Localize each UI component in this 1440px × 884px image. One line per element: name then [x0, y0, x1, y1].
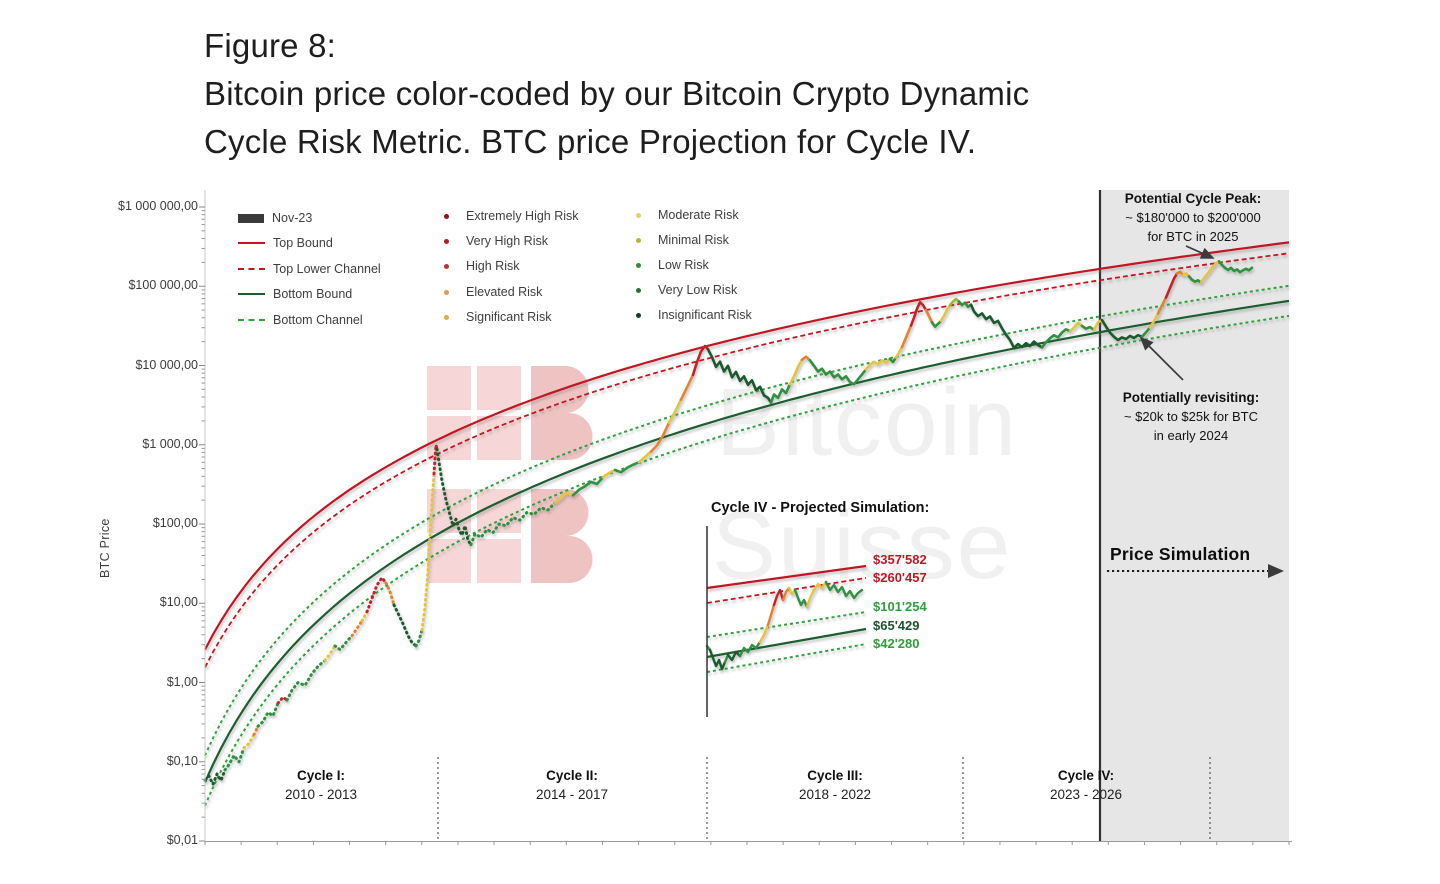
price-segment — [679, 373, 695, 402]
price-segment — [957, 300, 973, 309]
price-segment — [969, 303, 1044, 350]
price-segment — [252, 724, 260, 737]
price-segment — [1187, 275, 1203, 285]
price-segment — [637, 450, 653, 464]
price-segment — [649, 421, 671, 453]
cycle-peak-arrow — [1185, 245, 1215, 259]
price-segment — [1080, 324, 1096, 332]
price-segment — [909, 300, 928, 327]
price-segment — [787, 586, 797, 596]
price-segment — [706, 347, 773, 404]
inset-top-bound — [706, 564, 867, 590]
price-segment — [242, 733, 256, 750]
price-segment — [667, 398, 683, 425]
price-segment — [805, 580, 828, 609]
price-segment — [948, 297, 961, 307]
inset-bottom-channel-lower- — [706, 643, 867, 673]
price-segment — [601, 468, 617, 479]
price-segment — [738, 640, 762, 658]
price-segment — [1100, 318, 1144, 342]
price-segment — [435, 447, 473, 547]
price-segment — [788, 358, 804, 386]
price-segment — [1175, 270, 1185, 277]
watermark-line2: Suisse — [712, 492, 1012, 599]
price-segment — [553, 491, 575, 505]
price-segment — [469, 501, 557, 547]
price-segment — [1217, 260, 1254, 274]
figure-title-line3: Cycle Risk Metric. BTC price Projection … — [204, 123, 977, 160]
figure-title-line2: Bitcoin price color-coded by our Bitcoin… — [204, 75, 1030, 112]
price-segment — [1092, 318, 1104, 332]
price-segment — [365, 576, 388, 614]
price-segment — [793, 588, 809, 609]
inset-bottom-channel-upper- — [706, 611, 867, 638]
price-segment — [414, 628, 424, 648]
price-segment — [285, 658, 327, 702]
price-segment — [360, 610, 369, 623]
price-segment — [691, 344, 710, 377]
price-segment — [392, 603, 418, 648]
curve-bottom-bound — [203, 299, 1290, 783]
price-segment — [613, 460, 641, 474]
price-segment — [1148, 312, 1160, 329]
curve-top-bound — [204, 241, 1290, 651]
price-segment — [571, 475, 605, 497]
price-segment — [223, 746, 246, 772]
price-segment — [1199, 260, 1221, 285]
watermark-line1: Bitcoin — [716, 369, 1018, 476]
price-segment — [800, 355, 812, 362]
figure-title-line1: Figure 8: — [204, 27, 337, 64]
price-segment — [333, 634, 354, 652]
price-segment — [708, 648, 727, 671]
price-segment — [276, 695, 289, 705]
price-segment — [758, 623, 770, 644]
price-segment — [888, 356, 898, 364]
price-segment — [808, 359, 868, 386]
price-segment — [1068, 321, 1084, 333]
price-segment — [824, 580, 864, 600]
curve-bottom-channel-upper- — [204, 284, 1290, 756]
price-segment — [1140, 326, 1152, 339]
price-segment — [203, 768, 227, 786]
price-segment — [924, 308, 934, 324]
price-segment — [1181, 271, 1191, 278]
price-segment — [772, 588, 785, 607]
curve-top-lower-channel — [204, 252, 1290, 668]
price-segment — [420, 472, 436, 632]
price-segment — [256, 701, 280, 728]
price-segment — [1156, 296, 1168, 315]
inset-bottom-bound — [706, 627, 867, 659]
price-segment — [1164, 272, 1179, 299]
price-segment — [766, 603, 776, 627]
price-segment — [939, 303, 952, 323]
price-segment — [384, 581, 396, 607]
curve-bottom-channel-lower- — [204, 314, 1290, 807]
price-segment — [1040, 327, 1072, 349]
price-segment — [323, 644, 337, 662]
price-segment — [864, 357, 892, 371]
price-segment — [930, 319, 943, 328]
price-segment — [769, 382, 792, 404]
figure-title: Figure 8: Bitcoin price color-coded by o… — [204, 22, 1029, 166]
revisit-arrow — [1139, 336, 1184, 381]
price-segment — [894, 345, 904, 359]
price-segment — [900, 324, 913, 349]
projection-region — [1100, 190, 1289, 841]
price-segment — [350, 619, 364, 638]
price-segment — [726, 650, 742, 662]
price-segment — [781, 586, 791, 602]
